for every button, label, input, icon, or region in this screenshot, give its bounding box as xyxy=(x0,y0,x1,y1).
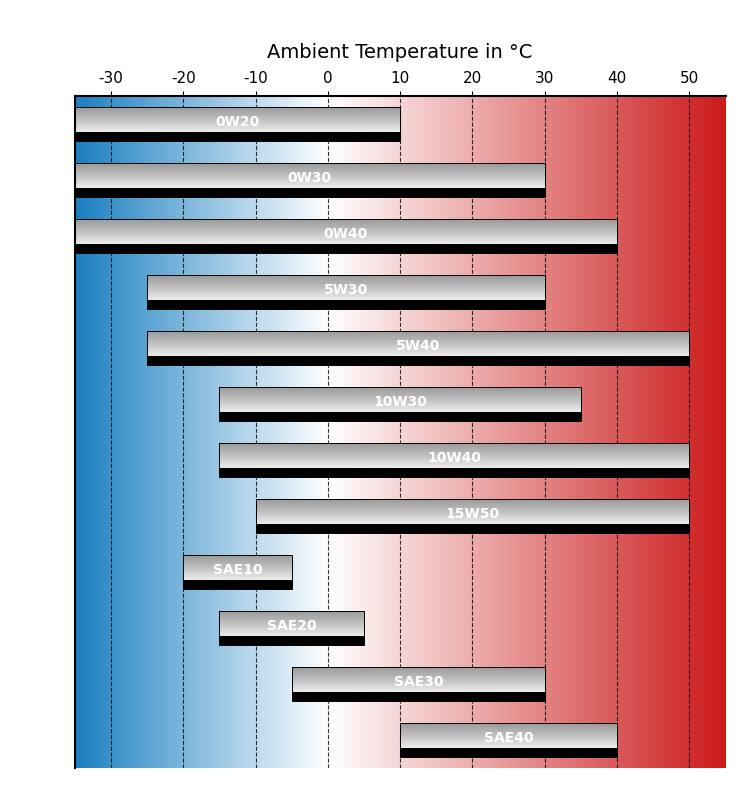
Bar xyxy=(75,188,545,197)
Text: SAE20: SAE20 xyxy=(267,619,316,633)
Bar xyxy=(75,132,400,141)
Bar xyxy=(400,723,617,757)
Text: 0W40: 0W40 xyxy=(324,227,368,241)
Bar xyxy=(256,499,690,533)
Bar xyxy=(292,667,545,701)
Text: 0W20: 0W20 xyxy=(215,115,260,129)
Bar xyxy=(219,611,364,645)
Bar xyxy=(75,107,400,141)
Bar xyxy=(219,387,581,421)
Bar xyxy=(147,356,690,365)
Text: 5W30: 5W30 xyxy=(324,283,368,297)
Bar xyxy=(292,692,545,701)
Bar xyxy=(183,555,292,589)
Bar xyxy=(147,300,545,309)
Bar xyxy=(219,412,581,421)
Bar xyxy=(75,219,617,253)
Bar xyxy=(183,580,292,589)
Bar xyxy=(219,468,690,477)
Text: SAE10: SAE10 xyxy=(212,563,263,577)
Bar xyxy=(219,443,690,477)
Text: 5W40: 5W40 xyxy=(396,339,441,353)
Text: 15W50: 15W50 xyxy=(445,507,500,521)
Text: Ambient Temperature in °C: Ambient Temperature in °C xyxy=(268,42,533,62)
Bar xyxy=(75,244,617,253)
Text: SAE30: SAE30 xyxy=(393,675,443,689)
Bar xyxy=(75,163,545,197)
Text: 10W40: 10W40 xyxy=(427,451,482,465)
Bar xyxy=(256,524,690,533)
Bar xyxy=(400,748,617,757)
Text: 0W30: 0W30 xyxy=(288,171,332,185)
Bar xyxy=(147,331,690,365)
Bar xyxy=(219,636,364,645)
Text: SAE40: SAE40 xyxy=(484,731,533,745)
Bar xyxy=(147,275,545,309)
Text: 10W30: 10W30 xyxy=(373,395,427,409)
